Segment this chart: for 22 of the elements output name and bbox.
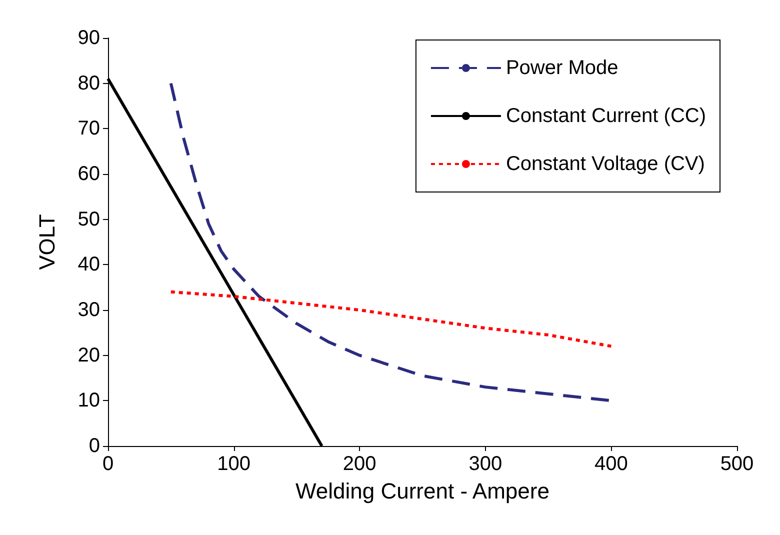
y-tick-label: 40 (78, 254, 100, 276)
y-tick-label: 70 (78, 118, 100, 140)
x-tick-label: 0 (102, 453, 114, 475)
line-series (169, 290, 613, 348)
x-tick-label: 500 (720, 453, 754, 475)
legend-label: Constant Current (CC) (506, 105, 706, 127)
x-axis-title: Welding Current - Ampere (296, 478, 550, 504)
legend-label: Constant Voltage (CV) (506, 153, 705, 175)
y-tick-label: 30 (78, 299, 100, 321)
y-tick-label: 50 (78, 208, 100, 230)
x-tick-label: 400 (594, 453, 628, 475)
y-tick-label: 20 (78, 344, 100, 366)
legend-label: Power Mode (506, 57, 618, 79)
x-tick-label: 100 (217, 453, 250, 475)
y-tick-label: 90 (78, 27, 100, 49)
x-tick-label: 200 (342, 453, 376, 475)
x-tick-label: 300 (468, 453, 502, 475)
y-tick-label: 80 (78, 72, 100, 94)
y-tick-label: 60 (78, 163, 100, 185)
y-tick-label: 0 (88, 435, 100, 457)
y-tick-label: 10 (78, 390, 100, 412)
y-axis-title: VOLT (34, 214, 60, 270)
